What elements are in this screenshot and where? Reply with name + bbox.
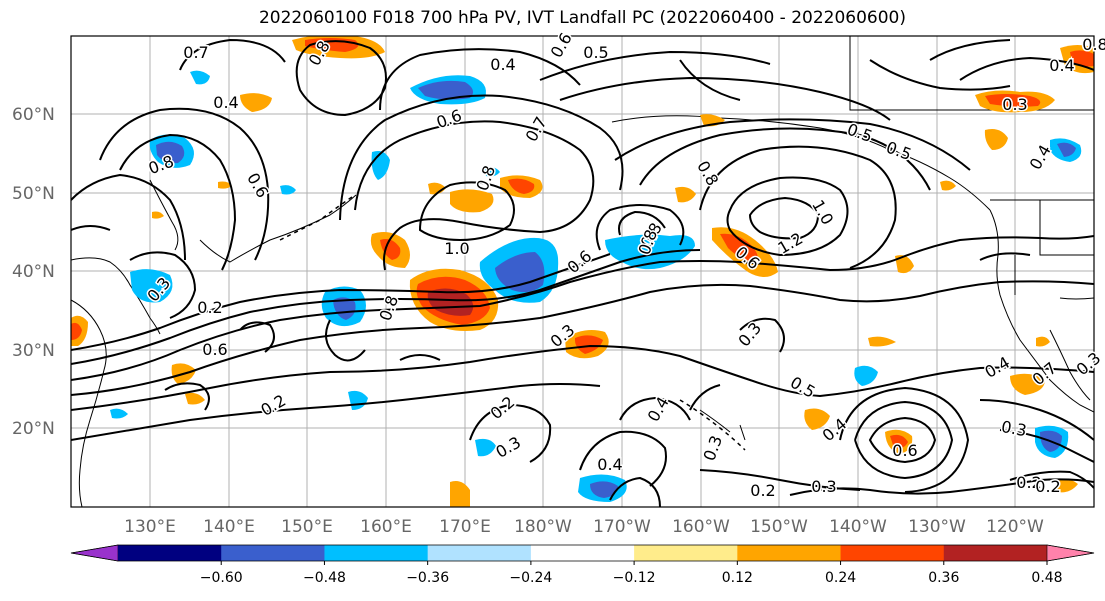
contour-label: 0.2 bbox=[1016, 473, 1041, 492]
map-frame bbox=[70, 35, 1095, 508]
colorbar-bin bbox=[634, 545, 738, 561]
contour-label: 0.3 bbox=[811, 477, 836, 496]
colorbar-tick-label: −0.24 bbox=[509, 570, 552, 586]
colorbar-tick-label: 0.12 bbox=[722, 570, 753, 586]
lon-label: 150°W bbox=[750, 517, 808, 537]
contour-label: 0.6 bbox=[202, 340, 227, 359]
contour-label: 0.4 bbox=[1049, 56, 1074, 75]
colorbar-bin bbox=[324, 545, 429, 561]
colorbar-tick-label: −0.48 bbox=[303, 570, 346, 586]
contour-label: 0.6 bbox=[892, 441, 917, 460]
lon-label: 170°W bbox=[593, 517, 651, 537]
colorbar-bin bbox=[840, 545, 945, 561]
contour-label: 0.3 bbox=[1002, 95, 1027, 114]
colorbar bbox=[70, 544, 1095, 562]
colorbar-bin bbox=[427, 545, 532, 561]
colorbar-tick-label: −0.36 bbox=[406, 570, 449, 586]
contour-label: 0.2 bbox=[1035, 477, 1060, 496]
lon-label: 160°E bbox=[360, 517, 412, 537]
colorbar-bin bbox=[118, 545, 222, 561]
dashed-contours bbox=[279, 194, 746, 451]
colorbar-ticks: −0.60 −0.48 −0.36 −0.24 −0.12 0.12 0.24 0.36 0.4… bbox=[200, 561, 1063, 586]
lon-label: 130°E bbox=[124, 517, 176, 537]
longitude-labels: 130°E 140°E 150°E 160°E 170°E 180°W 170°… bbox=[124, 517, 1044, 537]
colorbar-extend-max bbox=[1046, 544, 1095, 562]
contour-label: 0.7 bbox=[183, 43, 208, 62]
contour-label: 0.4 bbox=[213, 93, 238, 112]
pv-contours bbox=[71, 38, 1094, 507]
colorbar-tick-label: 0.36 bbox=[928, 570, 959, 586]
colorbar-tick-label: 0.48 bbox=[1031, 570, 1062, 586]
lat-label: 50°N bbox=[12, 184, 55, 204]
contour-label: 1.0 bbox=[444, 239, 469, 258]
lon-label: 180°W bbox=[514, 517, 572, 537]
colorbar-outline bbox=[70, 544, 1095, 562]
lat-label: 30°N bbox=[12, 341, 55, 361]
contour-label: 0.8 bbox=[1082, 35, 1105, 54]
contour-label: 0.2 bbox=[197, 298, 222, 317]
latitude-labels: 60°N 50°N 40°N 30°N 20°N bbox=[12, 105, 55, 439]
colorbar-bin bbox=[737, 545, 842, 561]
colorbar-bin bbox=[221, 545, 325, 561]
colorbar-bin bbox=[530, 545, 635, 561]
colorbar-tick-label: −0.60 bbox=[200, 570, 243, 586]
lon-label: 130°W bbox=[908, 517, 966, 537]
contour-label: 0.2 bbox=[750, 481, 775, 500]
lon-label: 140°E bbox=[203, 517, 255, 537]
lat-label: 40°N bbox=[12, 262, 55, 282]
contour-label: 0.5 bbox=[583, 43, 608, 62]
lon-label: 120°W bbox=[986, 517, 1044, 537]
lon-label: 160°W bbox=[672, 517, 730, 537]
colorbar-tick-label: 0.24 bbox=[825, 570, 856, 586]
colorbar-bin bbox=[943, 545, 1048, 561]
colorbar-extend-min bbox=[70, 544, 119, 562]
lat-label: 20°N bbox=[12, 419, 55, 439]
lon-label: 170°E bbox=[439, 517, 491, 537]
lat-label: 60°N bbox=[12, 105, 55, 125]
lon-label: 150°E bbox=[281, 517, 333, 537]
lon-label: 140°W bbox=[829, 517, 887, 537]
contour-label: 0.4 bbox=[490, 55, 515, 74]
colorbar-tick-label: −0.12 bbox=[613, 570, 656, 586]
map-title: 2022060100 F018 700 hPa PV, IVT Landfall… bbox=[258, 8, 906, 28]
contour-label: 0.4 bbox=[597, 455, 622, 474]
